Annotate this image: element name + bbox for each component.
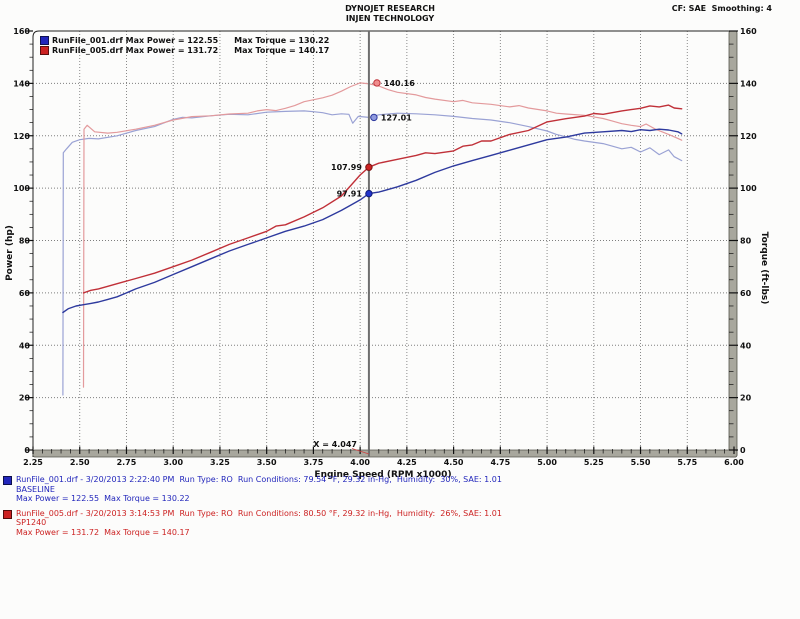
x-tick-label: 3.25: [210, 458, 230, 467]
x-tick-label: 3.75: [304, 458, 324, 467]
y-tick-label-right: 120: [740, 132, 757, 141]
run2-info-line1: RunFile_005.drf - 3/20/2013 3:14:53 PM R…: [16, 508, 502, 518]
axis-ticks: [26, 30, 738, 454]
cursor-pointer-line: [351, 448, 370, 455]
marker-label-power_blue: 97.91: [337, 190, 363, 199]
marker-dot-torque_blue: [370, 113, 378, 122]
x-tick-label: 4.25: [397, 458, 417, 467]
marker-dot-power_red: [365, 163, 373, 171]
y-tick-label-left: 140: [13, 79, 30, 88]
legend-box: RunFile_001.drf Max Power = 122.55 Max T…: [40, 36, 329, 56]
x-tick-label: 5.75: [677, 458, 697, 467]
y-tick-label-left: 40: [19, 341, 31, 350]
y-tick-label-right: 20: [740, 394, 752, 403]
cursor-group: [351, 31, 370, 457]
x-tick-label: 4.75: [490, 458, 510, 467]
x-tick-label: 2.50: [70, 458, 90, 467]
run2-info-swatch: [3, 509, 12, 519]
x-tick-label: 4.00: [350, 458, 370, 467]
y-tick-label-right: 40: [740, 341, 752, 350]
x-tick-label: 2.75: [117, 458, 137, 467]
marker-label-power_red: 107.99: [331, 163, 362, 172]
y-tick-label-right: 80: [740, 237, 752, 246]
y-axis-title-left: Power (hp): [5, 225, 15, 281]
right-axis-bar: [728, 30, 738, 458]
y-tick-label-left: 60: [19, 289, 31, 298]
marker-label-torque_red: 140.16: [384, 79, 415, 88]
marker-dot-power_blue: [365, 189, 373, 198]
run1-info-max: Max Power = 122.55 Max Torque = 130.22: [16, 494, 190, 503]
y-tick-label-right: 160: [740, 27, 757, 36]
x-tick-label: 3.50: [257, 458, 277, 467]
run1-info-line1: RunFile_001.drf - 3/20/2013 2:22:40 PM R…: [16, 475, 502, 484]
run1-color-swatch: [40, 36, 49, 45]
x-tick-label: 3.00: [163, 458, 183, 467]
y-tick-label-left: 160: [13, 27, 30, 36]
x-tick-label: 2.25: [23, 458, 43, 467]
y-axis-title-right: Torque (ft-lbs): [759, 232, 769, 305]
y-tick-label-right: 100: [740, 184, 757, 193]
legend-row-run1: RunFile_001.drf Max Power = 122.55 Max T…: [40, 36, 329, 45]
curve-power_blue: [62, 128, 683, 314]
y-tick-label-left: 0: [24, 446, 30, 455]
x-tick-label: 4.50: [444, 458, 464, 467]
run-info-panel: RunFile_001.drf - 3/20/2013 2:22:40 PM R…: [3, 475, 502, 542]
plot-border: [32, 30, 735, 457]
run2-color-swatch: [40, 46, 49, 55]
legend-run1-power: RunFile_001.drf Max Power = 122.55: [52, 36, 219, 45]
plot-frame: [32, 30, 738, 458]
y-tick-label-right: 60: [740, 289, 752, 298]
run2-info-name: SP1240: [16, 518, 47, 527]
curve-torque_red: [82, 82, 683, 388]
legend-row-run2: RunFile_005.drf Max Power = 131.72 Max T…: [40, 46, 329, 55]
y-tick-label-left: 120: [13, 132, 30, 141]
legend-run2-torque: Max Torque = 140.17: [234, 46, 330, 55]
chart-header: DYNOJET RESEARCH INJEN TECHNOLOGY: [250, 4, 530, 24]
y-tick-label-left: 80: [19, 237, 31, 246]
curve-torque_blue: [62, 110, 683, 396]
run2-info: RunFile_005.drf - 3/20/2013 3:14:53 PM R…: [3, 509, 502, 538]
x-axis-title: Engine Speed (RPM x1000): [314, 470, 451, 480]
x-tick-label: 5.25: [584, 458, 604, 467]
dyno-title: DYNOJET RESEARCH: [345, 4, 435, 13]
cursor-x-label: X = 4.047: [313, 440, 357, 449]
legend-run1-torque: Max Torque = 130.22: [234, 36, 330, 45]
y-tick-label-right: 0: [740, 446, 746, 455]
x-tick-label: 5.00: [537, 458, 557, 467]
legend-run2-power: RunFile_005.drf Max Power = 131.72: [52, 46, 219, 55]
run2-info-max: Max Power = 131.72 Max Torque = 140.17: [16, 527, 190, 537]
run1-info: RunFile_001.drf - 3/20/2013 2:22:40 PM R…: [3, 475, 502, 504]
x-tick-label: 6.00: [724, 458, 744, 467]
marker-label-torque_blue: 127.01: [381, 113, 412, 122]
curves: [62, 82, 683, 396]
run1-info-swatch: [3, 476, 12, 485]
curve-power_red: [82, 104, 683, 294]
y-tick-label-left: 100: [13, 184, 30, 193]
correction-smoothing-label: CF: SAE Smoothing: 4: [671, 4, 772, 13]
axis-tick-labels: 2.25 2.50 2.75 3.00 3.25 3.50 3.75 4.00 4.25 4.50…: [13, 27, 757, 467]
y-tick-label-right: 140: [740, 79, 757, 88]
x-tick-label: 5.50: [631, 458, 651, 467]
y-tick-label-left: 20: [19, 394, 31, 403]
shop-title: INJEN TECHNOLOGY: [345, 14, 435, 23]
marker-dot-torque_red: [373, 79, 381, 87]
run1-info-name: BASELINE: [16, 484, 55, 494]
marker-dots: 140.16 127.01 107.99 97.91: [331, 79, 415, 199]
gridlines: [33, 31, 734, 450]
